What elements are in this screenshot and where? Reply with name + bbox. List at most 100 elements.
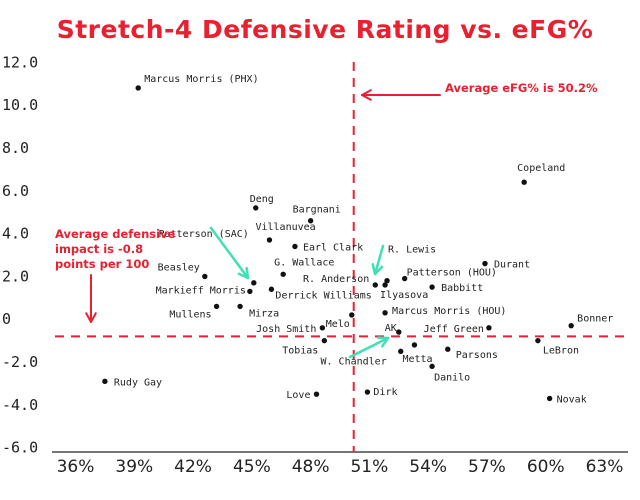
point-r-anderson: [372, 282, 378, 288]
point-metta: [411, 342, 418, 348]
point-rudy-gay: [102, 378, 108, 385]
point-marcus-morris-phx: [135, 85, 141, 91]
data-points: Marcus Morris (PHX) Deng Bargnani Villanuve…: [102, 74, 613, 405]
point-label-bargnani: Bargnani: [293, 205, 341, 216]
point-copeland: [521, 179, 527, 185]
arrow-average-defense: [85, 274, 97, 323]
y-tick-label: 12.0: [2, 53, 38, 71]
point-label-lebron: LeBron: [543, 346, 579, 357]
point-label-josh-smith: Josh Smith: [256, 324, 316, 335]
x-tick-label: 63%: [586, 457, 624, 477]
y-axis-ticks: 12.0 10.0 8.0 6.0 4.0 2.0 0 -2.0 -4.0 -6.0: [2, 53, 38, 456]
y-tick-label: 0: [2, 310, 11, 328]
point-melo: [349, 312, 355, 318]
point-label-durant: Durant: [494, 260, 530, 271]
point-label-w-chandler: W. Chandler: [321, 356, 387, 367]
x-tick-label: 51%: [350, 457, 388, 477]
point-patterson-sac: [251, 280, 257, 286]
point-tobias: [321, 337, 328, 344]
annotation-average-defense-line-1: Average defensive: [55, 227, 176, 241]
annotation-average-defense-line-2: impact is -0.8: [55, 242, 143, 256]
point-label-copeland: Copeland: [517, 163, 565, 174]
point-label-g-wallace: G. Wallace: [274, 257, 334, 268]
point-patterson-hou: [401, 275, 408, 282]
point-label-love: Love: [286, 390, 310, 401]
point-label-bonner: Bonner: [577, 314, 613, 325]
x-tick-label: 39%: [115, 457, 153, 477]
point-label-r-anderson: R. Anderson: [303, 274, 369, 285]
point-durant: [482, 260, 488, 267]
point-markieff-morris: [247, 288, 253, 295]
point-label-ilyasova: Ilyasova: [380, 290, 428, 301]
point-villanuvea: [266, 237, 273, 243]
point-mirza: [237, 303, 243, 310]
point-label-r-lewis: R. Lewis: [388, 245, 436, 256]
point-r-lewis: [384, 277, 390, 284]
point-beasley: [202, 273, 208, 280]
point-label-mullens: Mullens: [169, 309, 211, 320]
x-tick-label: 45%: [233, 457, 271, 477]
point-w-chandler: [398, 348, 404, 355]
point-label-deng: Deng: [250, 194, 274, 205]
x-tick-label: 54%: [409, 457, 447, 477]
point-label-metta: Metta: [402, 354, 432, 365]
point-label-parsons: Parsons: [456, 350, 498, 361]
point-derrick-williams: [268, 286, 275, 292]
point-dirk: [364, 389, 371, 395]
y-tick-label: -2.0: [2, 353, 38, 371]
point-jeff-green: [486, 325, 492, 331]
y-tick-label: 8.0: [2, 139, 29, 157]
point-label-derrick-williams: Derrick Williams: [275, 290, 371, 301]
point-ak: [396, 329, 402, 335]
point-bargnani: [307, 218, 314, 224]
point-label-jeff-green: Jeff Green: [424, 324, 484, 335]
point-label-villanuvea: Villanuvea: [255, 222, 315, 233]
point-g-wallace: [280, 271, 286, 277]
point-label-patterson-hou: Patterson (HOU): [407, 268, 497, 279]
y-tick-label: 4.0: [2, 225, 29, 243]
point-label-rudy-gay: Rudy Gay: [114, 377, 162, 388]
point-earl-clark: [292, 243, 298, 250]
x-tick-label: 48%: [292, 457, 330, 477]
point-label-babbitt: Babbitt: [441, 283, 483, 294]
point-label-marcus-morris-hou: Marcus Morris (HOU): [392, 306, 506, 317]
arrow-patterson-sac: [209, 226, 250, 280]
y-tick-label: -6.0: [2, 439, 38, 457]
arrow-w-chandler: [348, 336, 390, 359]
annotation-average-efg: Average eFG% is 50.2%: [445, 81, 598, 95]
point-marcus-morris-hou: [382, 310, 388, 316]
point-mullens: [213, 303, 220, 310]
point-label-mirza: Mirza: [249, 308, 279, 319]
chart-title: Stretch-4 Defensive Rating vs. eFG%: [57, 15, 594, 44]
annotation-average-defense-line-3: points per 100: [55, 257, 149, 271]
point-parsons: [445, 346, 451, 352]
point-ilyasova: [382, 282, 388, 288]
point-bonner: [568, 322, 574, 329]
point-novak: [546, 395, 553, 402]
point-deng: [253, 205, 259, 211]
x-axis-ticks: 36% 39% 42% 45% 48% 51% 54% 57% 60% 63%: [57, 457, 624, 477]
arrow-average-efg: [361, 89, 441, 101]
x-tick-label: 36%: [57, 457, 95, 477]
y-tick-label: 2.0: [2, 267, 29, 285]
annotations: Average eFG% is 50.2% Average defensive …: [55, 81, 598, 271]
point-lebron: [535, 337, 541, 344]
point-love: [313, 391, 320, 397]
annotation-arrows: [85, 89, 441, 359]
point-label-novak: Novak: [557, 394, 587, 405]
reference-lines: [55, 62, 628, 452]
point-josh-smith: [319, 325, 326, 331]
point-label-dirk: Dirk: [373, 387, 397, 398]
point-label-earl-clark: Earl Clark: [303, 242, 363, 253]
point-label-beasley: Beasley: [158, 262, 200, 273]
point-label-ak: AK: [385, 323, 397, 334]
y-tick-label: 10.0: [2, 96, 38, 114]
point-label-marcus-morris-phx: Marcus Morris (PHX): [144, 74, 258, 85]
y-tick-label: 6.0: [2, 182, 29, 200]
point-label-danilo: Danilo: [434, 372, 470, 383]
arrow-r-lewis: [371, 244, 385, 276]
y-tick-label: -4.0: [2, 396, 38, 414]
point-label-tobias: Tobias: [282, 346, 318, 357]
x-tick-label: 42%: [174, 457, 212, 477]
